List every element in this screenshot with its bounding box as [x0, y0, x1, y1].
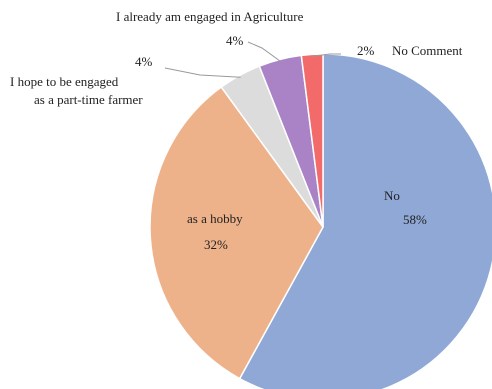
slice-label-no: No — [384, 188, 400, 203]
slice-value-no-comment: 2% — [357, 43, 375, 58]
slice-no-comment — [300, 53, 324, 228]
slice-value-no: 58% — [403, 212, 427, 227]
pie-slices — [149, 53, 492, 389]
slice-label-no-comment: No Comment — [392, 43, 463, 58]
leader-line-engaged — [247, 41, 281, 62]
slice-value-part-time: 4% — [135, 54, 153, 69]
slice-label-engaged: I already am engaged in Agriculture — [116, 9, 304, 24]
leader-line-no-comment — [312, 53, 341, 57]
slice-value-hobby: 32% — [204, 237, 228, 252]
slice-as-a-hobby — [149, 85, 324, 380]
slice-label-part-time-line2: as a part-time farmer — [34, 92, 143, 107]
leader-line-part-time — [164, 67, 241, 78]
slice-label-hobby: as a hobby — [187, 211, 243, 226]
leader-lines — [164, 41, 341, 78]
slice-label-part-time-line1: I hope to be engaged — [10, 74, 119, 89]
slice-value-engaged: 4% — [226, 33, 244, 48]
slice-no — [238, 53, 492, 389]
